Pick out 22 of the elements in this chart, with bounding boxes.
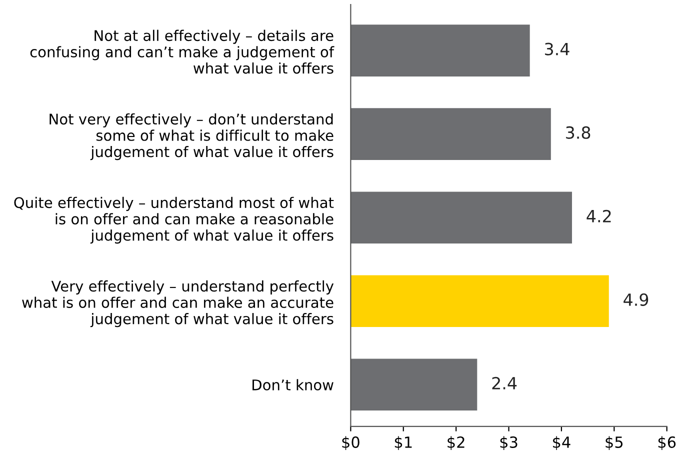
data-label: 2.4 <box>492 376 517 390</box>
bar <box>350 358 478 411</box>
y-tick-label: Not at all effectively – details are confusing and can’t make a judgement of what value it offers <box>30 30 334 74</box>
data-label: 4.9 <box>624 293 648 306</box>
x-tick-label: $5 <box>606 436 623 450</box>
x-tick-label: $2 <box>448 436 464 450</box>
x-tick-label: $1 <box>394 436 412 450</box>
bar <box>350 275 609 328</box>
x-tick-label: $3 <box>500 436 518 450</box>
data-label: 3.8 <box>566 126 590 139</box>
x-tick-label: $4 <box>553 436 570 450</box>
bar <box>350 24 530 76</box>
x-tick-label: $0 <box>342 436 360 450</box>
y-tick-label: Not very effectively – don’t understand some of what is difficult to make judgement of what value it offers <box>50 113 334 160</box>
data-label: 4.2 <box>586 210 611 222</box>
x-tick-label: $6 <box>658 436 676 450</box>
bar <box>350 108 551 160</box>
y-tick-label: Don’t know <box>252 379 334 390</box>
data-label: 3.4 <box>545 42 570 56</box>
bar <box>350 192 572 244</box>
y-tick-label: Very effectively – understand perfectly what is on offer and can make an accurate judgement of what value it offers <box>22 280 334 328</box>
y-tick-label: Quite effectively – understand most of what is on offer and can make a reasonable judgement of what value it offers <box>14 196 334 244</box>
